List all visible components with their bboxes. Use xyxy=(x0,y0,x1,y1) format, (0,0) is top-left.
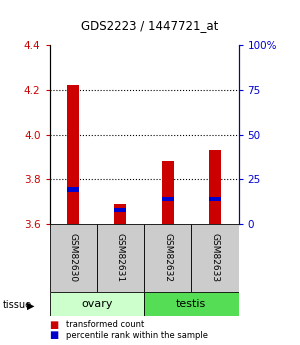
Bar xyxy=(209,197,221,201)
Text: GSM82632: GSM82632 xyxy=(163,233,172,283)
Bar xyxy=(67,187,79,191)
Text: transformed count: transformed count xyxy=(66,321,144,329)
Bar xyxy=(209,150,221,224)
Text: GDS2223 / 1447721_at: GDS2223 / 1447721_at xyxy=(81,19,219,32)
Bar xyxy=(50,224,97,292)
Bar xyxy=(162,161,173,224)
Text: GSM82633: GSM82633 xyxy=(210,233,219,283)
Bar xyxy=(97,224,144,292)
Text: testis: testis xyxy=(176,299,206,308)
Text: ovary: ovary xyxy=(81,299,112,308)
Bar xyxy=(67,85,79,224)
Bar xyxy=(115,208,126,213)
Text: percentile rank within the sample: percentile rank within the sample xyxy=(66,331,208,340)
Bar xyxy=(144,224,191,292)
Text: ■: ■ xyxy=(50,320,59,330)
Text: tissue: tissue xyxy=(3,300,32,310)
Bar xyxy=(144,292,238,316)
Bar xyxy=(191,224,238,292)
Text: ▶: ▶ xyxy=(27,300,34,310)
Text: GSM82631: GSM82631 xyxy=(116,233,125,283)
Bar xyxy=(50,292,144,316)
Bar xyxy=(115,204,126,224)
Text: GSM82630: GSM82630 xyxy=(69,233,78,283)
Bar xyxy=(162,197,173,201)
Text: ■: ■ xyxy=(50,331,59,340)
